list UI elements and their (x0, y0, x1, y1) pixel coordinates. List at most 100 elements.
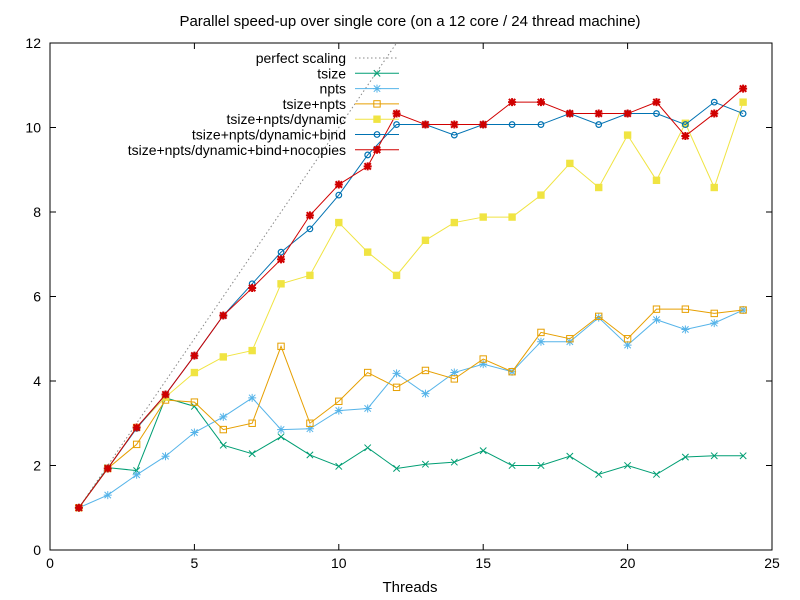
data-point (595, 312, 603, 321)
data-point (652, 305, 661, 313)
data-point (623, 335, 632, 343)
data-point (450, 120, 459, 129)
data-point (710, 183, 718, 192)
data-point (248, 450, 256, 458)
data-point (536, 98, 545, 107)
data-point (132, 470, 141, 479)
data-point (103, 464, 112, 473)
data-point (652, 176, 661, 185)
data-point (248, 284, 257, 293)
data-point (479, 355, 487, 363)
data-point (248, 346, 256, 355)
chart-title: Parallel speed-up over single core (on a… (179, 13, 640, 30)
legend-swatch-marker (373, 84, 381, 93)
legend-entry: tsize+npts/dynamic+bind+nocopies (128, 142, 399, 158)
x-tick-label: 15 (475, 555, 491, 571)
data-point (335, 462, 343, 470)
series-perfect-scaling (78, 43, 398, 509)
data-point (277, 255, 286, 264)
data-point (595, 183, 603, 192)
data-point (421, 120, 430, 129)
data-point (219, 425, 227, 434)
y-tick-label: 8 (33, 204, 41, 220)
x-axis-label: Threads (382, 579, 437, 596)
data-point (421, 460, 429, 468)
data-point (623, 109, 632, 118)
legend-label: npts (320, 81, 346, 97)
data-point (277, 248, 285, 256)
legend: perfect scalingtsizenptstsize+nptstsize+… (128, 50, 399, 158)
legend-entry: tsize+npts/dynamic (227, 111, 399, 127)
data-point (652, 98, 661, 107)
series-tsize-npts-dynamic-bind (75, 98, 747, 512)
axis-ticks: 0 5 10 15 20 25 0 2 4 6 8 10 12 (25, 35, 780, 571)
data-point (566, 452, 574, 460)
series-layer (74, 43, 748, 512)
data-point (479, 120, 488, 129)
legend-entry: tsize+npts/dynamic+bind (192, 127, 399, 143)
data-point (363, 404, 372, 413)
data-point (537, 121, 545, 128)
data-point (508, 213, 516, 221)
data-point (623, 131, 632, 139)
data-point (392, 383, 401, 392)
data-point (190, 351, 199, 360)
data-point (306, 451, 314, 459)
series-line (78, 397, 744, 509)
data-point (595, 470, 603, 478)
data-point (393, 121, 400, 128)
data-point (653, 110, 660, 117)
data-point (248, 393, 257, 402)
series-line (78, 101, 744, 509)
y-tick-label: 12 (25, 35, 41, 51)
data-point (190, 428, 199, 437)
y-tick-label: 10 (25, 120, 41, 136)
data-point (305, 211, 314, 220)
data-point (190, 398, 199, 406)
legend-entry: perfect scaling (256, 50, 399, 66)
data-point (710, 319, 719, 328)
data-point (132, 423, 141, 432)
data-point (306, 271, 314, 280)
data-point (508, 121, 516, 128)
data-point (277, 425, 286, 434)
data-point (537, 328, 545, 337)
data-point (219, 353, 227, 361)
series-line (78, 43, 398, 509)
data-point (161, 390, 170, 399)
x-tick-label: 25 (764, 555, 780, 571)
data-point (219, 311, 228, 320)
data-point (739, 306, 747, 314)
legend-swatch-marker (373, 69, 381, 77)
data-point (392, 271, 401, 280)
data-point (132, 440, 141, 449)
data-point (594, 109, 603, 118)
data-point (739, 84, 748, 93)
data-point (508, 461, 516, 470)
data-point (363, 368, 372, 377)
data-point (450, 131, 458, 139)
series-npts (74, 306, 748, 512)
y-tick-label: 6 (33, 289, 41, 305)
x-tick-label: 0 (46, 555, 54, 571)
data-point (566, 159, 574, 168)
data-point (681, 453, 689, 461)
legend-entry: tsize+npts (283, 96, 399, 112)
legend-swatch-marker (373, 131, 381, 138)
data-point (450, 375, 459, 383)
data-point (479, 213, 487, 221)
data-point (565, 109, 574, 118)
data-point (681, 131, 690, 140)
data-point (710, 98, 718, 106)
data-point (306, 225, 314, 233)
data-point (277, 280, 285, 288)
legend-label: tsize (317, 65, 346, 81)
legend-label: tsize+npts (283, 96, 346, 112)
series-tsize-npts (75, 305, 747, 512)
data-point (652, 470, 661, 478)
data-point (74, 503, 83, 512)
data-point (739, 98, 747, 106)
data-point (393, 464, 401, 473)
data-point (364, 444, 372, 452)
